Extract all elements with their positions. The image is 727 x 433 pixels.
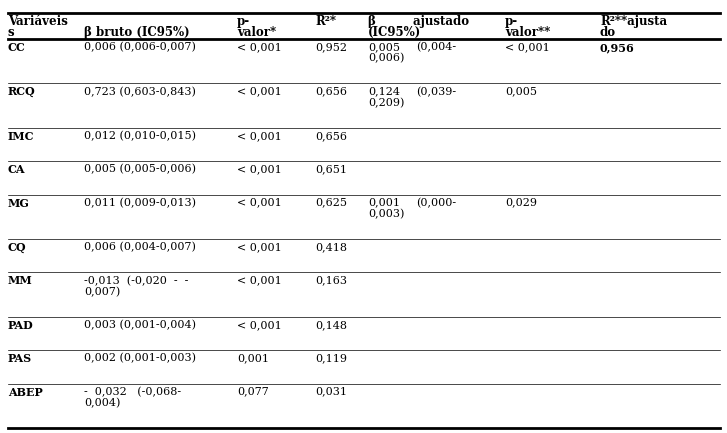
Text: s: s [8,26,15,39]
Text: < 0,001: < 0,001 [237,87,282,97]
Text: -  0,032   (-0,068-: - 0,032 (-0,068- [84,387,181,397]
Text: Variáveis: Variáveis [8,15,68,28]
Text: 0,011 (0,009-0,013): 0,011 (0,009-0,013) [84,197,196,208]
Text: 0,006 (0,004-0,007): 0,006 (0,004-0,007) [84,242,196,252]
Text: R²*: R²* [315,15,336,28]
Text: MG: MG [8,197,30,209]
Text: 0,148: 0,148 [315,320,347,330]
Text: 0,077: 0,077 [237,387,269,397]
Text: 0,006 (0,006-0,007): 0,006 (0,006-0,007) [84,42,196,52]
Text: β         ajustado: β ajustado [368,15,469,28]
Text: β bruto (IC95%): β bruto (IC95%) [84,26,190,39]
Text: < 0,001: < 0,001 [237,320,282,330]
Text: 0,005 (0,005-0,006): 0,005 (0,005-0,006) [84,164,196,174]
Text: 0,012 (0,010-0,015): 0,012 (0,010-0,015) [84,131,196,141]
Text: ABEP: ABEP [8,387,43,397]
Text: 0,006): 0,006) [368,53,404,63]
Text: 0,418: 0,418 [315,242,347,252]
Text: 0,003): 0,003) [368,209,404,219]
Text: 0,005: 0,005 [505,87,537,97]
Text: valor*: valor* [237,26,276,39]
Text: PAS: PAS [8,353,32,364]
Text: < 0,001: < 0,001 [237,42,282,52]
Text: CA: CA [8,164,25,175]
Text: (IC95%): (IC95%) [368,26,421,39]
Text: < 0,001: < 0,001 [237,131,282,141]
Text: 0,007): 0,007) [84,286,120,297]
Text: (0,000-: (0,000- [416,197,456,208]
Text: R²**ajusta: R²**ajusta [600,15,667,28]
Text: do: do [600,26,616,39]
Text: 0,004): 0,004) [84,397,121,408]
Text: 0,124: 0,124 [368,87,400,97]
Text: < 0,001: < 0,001 [237,197,282,207]
Text: RCQ: RCQ [8,87,36,97]
Text: 0,952: 0,952 [315,42,347,52]
Text: 0,625: 0,625 [315,197,347,207]
Text: 0,163: 0,163 [315,275,347,285]
Text: p-: p- [505,15,518,28]
Text: CC: CC [8,42,25,53]
Text: < 0,001: < 0,001 [237,242,282,252]
Text: 0,001: 0,001 [368,197,400,207]
Text: p-: p- [237,15,250,28]
Text: 0,002 (0,001-0,003): 0,002 (0,001-0,003) [84,353,196,364]
Text: 0,723 (0,603-0,843): 0,723 (0,603-0,843) [84,87,196,97]
Text: 0,656: 0,656 [315,131,347,141]
Text: MM: MM [8,275,33,286]
Text: 0,651: 0,651 [315,164,347,174]
Text: 0,005: 0,005 [368,42,400,52]
Text: IMC: IMC [8,131,34,142]
Text: < 0,001: < 0,001 [237,164,282,174]
Text: 0,119: 0,119 [315,353,347,363]
Text: PAD: PAD [8,320,33,331]
Text: 0,001: 0,001 [237,353,269,363]
Text: 0,031: 0,031 [315,387,347,397]
Text: -0,013  (-0,020  -  -: -0,013 (-0,020 - - [84,275,188,286]
Text: 0,956: 0,956 [600,42,635,53]
Text: CQ: CQ [8,242,27,253]
Text: < 0,001: < 0,001 [237,275,282,285]
Text: 0,656: 0,656 [315,87,347,97]
Text: 0,003 (0,001-0,004): 0,003 (0,001-0,004) [84,320,196,330]
Text: < 0,001: < 0,001 [505,42,550,52]
Text: 0,029: 0,029 [505,197,537,207]
Text: valor**: valor** [505,26,550,39]
Text: (0,004-: (0,004- [416,42,456,52]
Text: 0,209): 0,209) [368,97,404,108]
Text: (0,039-: (0,039- [416,87,456,97]
